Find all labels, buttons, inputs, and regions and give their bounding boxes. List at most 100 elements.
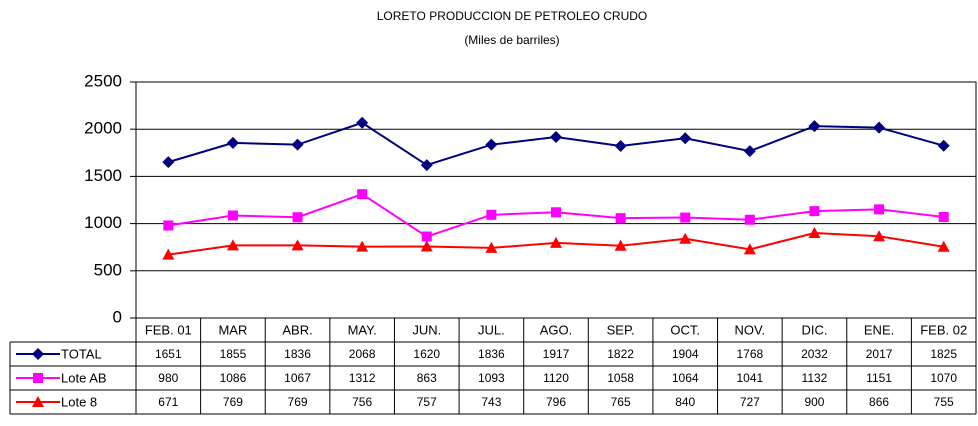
data-point [743,145,756,158]
x-tick-label: DIC. [801,322,827,337]
x-tick-label: MAR [218,322,247,337]
data-point [937,240,950,252]
data-point [486,209,497,220]
data-point [614,239,627,251]
y-tick-label: 500 [94,260,122,279]
data-point [809,206,820,217]
table-value: 2068 [349,347,376,361]
x-tick-label: MAY. [348,322,377,337]
data-point [873,121,886,134]
x-tick-label: AGO. [540,322,573,337]
data-point [356,116,369,129]
y-tick-label: 1000 [84,213,122,232]
data-point [485,241,498,253]
x-tick-label: SEP. [607,322,635,337]
data-point [357,189,368,200]
legend-marker [32,348,44,360]
legend-label: TOTAL [61,346,102,361]
table-value: 1070 [930,371,957,385]
legend-label: Lote 8 [61,394,97,409]
x-tick-label: JUN. [412,322,441,337]
table-value: 1120 [543,371,569,385]
data-point [291,138,304,151]
data-point [356,240,369,252]
table-value: 1086 [220,371,247,385]
x-tick-label: ENE. [864,322,894,337]
data-point [420,240,433,252]
table-value: 1822 [607,347,634,361]
table-value: 1058 [607,371,634,385]
x-tick-label: OCT. [670,322,700,337]
table-value: 769 [288,395,308,409]
data-point [163,220,174,231]
table-value: 863 [417,371,437,385]
y-tick-label: 1500 [84,166,122,185]
table-value: 671 [158,395,178,409]
table-value: 743 [481,395,501,409]
table-value: 1836 [478,347,505,361]
legend-label: Lote AB [61,370,107,385]
data-point [808,120,821,133]
data-point [226,136,239,149]
data-point [938,211,949,222]
table-value: 1132 [802,371,828,385]
table-value: 1312 [349,371,376,385]
table-value: 1151 [866,371,892,385]
x-tick-label: FEB. 01 [145,322,192,337]
table-value: 980 [158,371,178,385]
data-point [227,210,238,221]
data-point [551,207,561,218]
data-point [874,204,885,215]
table-value: 840 [675,395,695,409]
data-point [615,213,626,224]
data-point [808,227,821,239]
data-point [744,214,755,225]
data-point [291,239,304,251]
data-point [679,132,692,145]
data-point [873,230,886,242]
y-tick-label: 2500 [84,71,122,90]
chart-subtitle: (Miles de barriles) [464,33,559,47]
chart-title: LORETO PRODUCCION DE PETROLEO CRUDO [377,9,647,23]
table-value: 1620 [413,347,440,361]
legend-marker [33,373,43,383]
table-value: 769 [223,395,243,409]
table-value: 1825 [930,347,957,361]
data-point [226,239,239,251]
table-value: 1064 [672,371,699,385]
table-value: 2032 [801,347,828,361]
table-value: 1917 [543,347,570,361]
y-tick-label: 2000 [84,119,122,138]
data-point [421,231,432,242]
table-value: 1768 [736,347,763,361]
table-value: 727 [740,395,760,409]
table-value: 1041 [736,371,763,385]
data-point [937,139,950,152]
data-point [162,156,175,169]
table-value: 755 [934,395,954,409]
data-point [680,212,691,223]
data-point [614,140,627,153]
table-value: 1093 [478,371,505,385]
table-value: 2017 [866,347,893,361]
x-tick-label: FEB. 02 [920,322,967,337]
table-value: 757 [417,395,437,409]
data-point [679,232,692,244]
legend-marker [32,396,44,407]
table-value: 765 [611,395,631,409]
data-point [292,212,303,223]
table-value: 866 [869,395,889,409]
table-value: 756 [352,395,372,409]
table-value: 1067 [284,371,311,385]
table-value: 1855 [220,347,247,361]
data-point [550,131,562,144]
data-point [485,138,498,151]
table-value: 900 [804,395,824,409]
table-value: 1836 [284,347,311,361]
data-point [162,248,175,260]
data-point [550,236,562,248]
x-tick-label: ABR. [282,322,312,337]
table-value: 1651 [155,347,182,361]
table-value: 796 [546,395,566,409]
data-point [420,159,433,172]
